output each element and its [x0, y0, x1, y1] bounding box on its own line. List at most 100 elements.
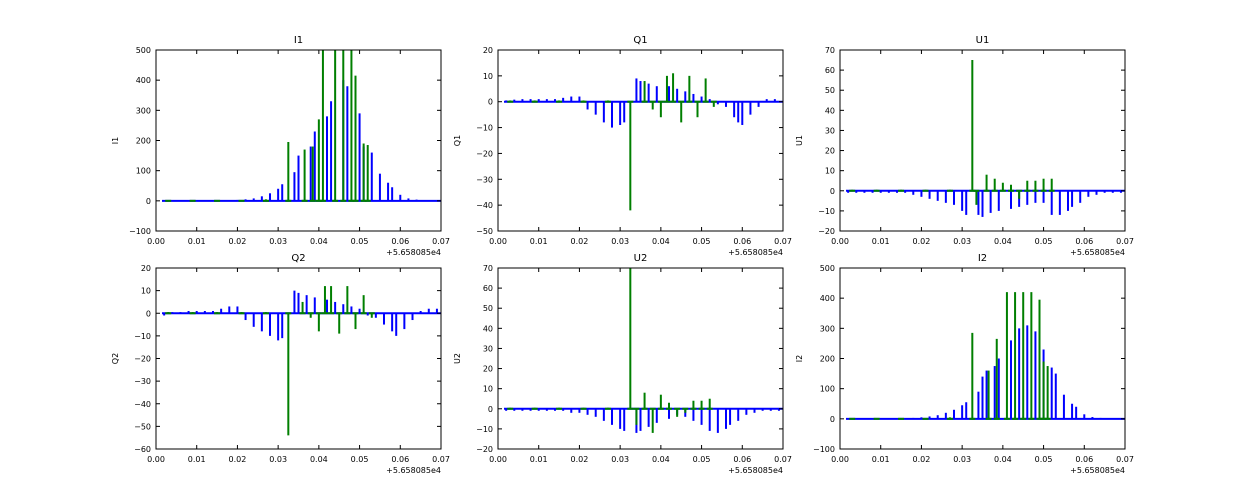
y-tick-label: −10 — [476, 124, 493, 133]
x-tick-label: 0.05 — [1035, 237, 1053, 246]
stem-group — [504, 73, 783, 211]
x-offset-label: +5.658085e4 — [1070, 248, 1125, 257]
subplot-i1: 0.00 0.01 0.02 0.03 0.04 0.05 0.06 0.07 −100 0 100… — [111, 35, 450, 257]
axes-frame — [497, 49, 784, 232]
subplot-title: Q1 — [633, 35, 647, 46]
x-tick-label: 0.00 — [831, 455, 849, 464]
y-tick-label: 100 — [136, 167, 151, 176]
y-axis-label: U1 — [795, 135, 804, 146]
y-tick-label: 50 — [483, 304, 493, 313]
y-tick-label: 60 — [825, 66, 835, 75]
x-tick-label: 0.04 — [310, 237, 328, 246]
x-tick-label: 0.02 — [571, 455, 589, 464]
x-tick-label: 0.02 — [913, 237, 931, 246]
y-tick-label: −60 — [134, 445, 151, 454]
x-tick-label: 0.00 — [147, 455, 165, 464]
y-tick-label: −40 — [134, 400, 151, 409]
y-tick-label: −30 — [476, 175, 493, 184]
x-tick-label: 0.00 — [147, 237, 165, 246]
x-tick-label: 0.07 — [774, 455, 792, 464]
y-tick-label: 20 — [483, 46, 493, 55]
x-tick-label: 0.01 — [188, 455, 206, 464]
y-tick-label: 10 — [483, 72, 493, 81]
x-tick-label: 0.06 — [1075, 237, 1093, 246]
y-tick-label: 10 — [825, 167, 835, 176]
y-tick-label: −100 — [129, 227, 151, 236]
x-tick-label: 0.01 — [188, 237, 206, 246]
y-tick-label: 0 — [830, 187, 835, 196]
y-tick-label: −10 — [476, 425, 493, 434]
y-tick-label: 20 — [141, 264, 151, 273]
x-offset-label: +5.658085e4 — [386, 248, 441, 257]
y-axis-label: I2 — [795, 355, 804, 362]
y-tick-label: −20 — [476, 445, 493, 454]
x-tick-label: 0.00 — [489, 455, 507, 464]
y-tick-label: 400 — [820, 294, 835, 303]
y-tick-label: 30 — [825, 126, 835, 135]
y-tick-label: 50 — [825, 86, 835, 95]
x-tick-label: 0.06 — [391, 455, 409, 464]
x-tick-label: 0.03 — [611, 455, 629, 464]
y-axis-label: Q1 — [453, 135, 462, 146]
y-tick-label: 200 — [136, 137, 151, 146]
x-tick-label: 0.05 — [1035, 455, 1053, 464]
x-tick-label: 0.06 — [733, 455, 751, 464]
stem-group — [162, 50, 441, 202]
y-tick-label: −50 — [476, 227, 493, 236]
x-tick-label: 0.01 — [530, 455, 548, 464]
y-tick-label: 500 — [820, 264, 835, 273]
x-tick-label: 0.02 — [229, 455, 247, 464]
x-tick-label: 0.05 — [693, 237, 711, 246]
x-tick-label: 0.02 — [229, 237, 247, 246]
y-tick-label: 300 — [136, 106, 151, 115]
y-tick-label: 40 — [483, 324, 493, 333]
stem-group — [846, 60, 1125, 217]
x-tick-label: 0.03 — [269, 237, 287, 246]
y-tick-label: 20 — [825, 147, 835, 156]
x-offset-label: +5.658085e4 — [728, 466, 783, 475]
x-tick-label: 0.03 — [611, 237, 629, 246]
axes-frame — [839, 49, 1126, 232]
subplot-title: Q2 — [291, 253, 305, 264]
y-tick-label: −100 — [813, 445, 835, 454]
stem-group — [162, 286, 441, 436]
y-tick-label: 40 — [825, 106, 835, 115]
x-tick-label: 0.06 — [391, 237, 409, 246]
y-tick-label: 0 — [146, 197, 151, 206]
x-tick-label: 0.04 — [994, 237, 1012, 246]
x-tick-label: 0.00 — [489, 237, 507, 246]
x-tick-label: 0.01 — [872, 237, 890, 246]
axes-frame — [497, 267, 784, 450]
y-tick-label: 0 — [146, 309, 151, 318]
subplot-i2: 0.00 0.01 0.02 0.03 0.04 0.05 0.06 0.07 −100 0 100… — [795, 253, 1134, 475]
subplot-q2: 0.00 0.01 0.02 0.03 0.04 0.05 0.06 0.07 −60 −50 −4… — [111, 253, 450, 475]
y-tick-label: −10 — [818, 207, 835, 216]
y-tick-label: 0 — [830, 415, 835, 424]
x-tick-label: 0.03 — [953, 237, 971, 246]
subplot-title: I1 — [294, 35, 303, 46]
y-tick-label: −50 — [134, 422, 151, 431]
x-tick-label: 0.05 — [351, 455, 369, 464]
stem-group — [504, 268, 783, 433]
y-tick-label: 60 — [483, 284, 493, 293]
x-tick-label: 0.07 — [432, 237, 450, 246]
y-tick-label: 400 — [136, 76, 151, 85]
y-tick-label: 70 — [483, 264, 493, 273]
x-tick-label: 0.05 — [693, 455, 711, 464]
x-tick-label: 0.04 — [652, 237, 670, 246]
y-tick-label: 10 — [483, 385, 493, 394]
y-tick-label: −20 — [818, 227, 835, 236]
y-tick-label: −30 — [134, 377, 151, 386]
x-tick-label: 0.07 — [774, 237, 792, 246]
y-axis-label: Q2 — [111, 353, 120, 364]
y-axis-label: U2 — [453, 353, 462, 364]
y-tick-label: 200 — [820, 355, 835, 364]
y-tick-label: −20 — [134, 355, 151, 364]
y-tick-label: 30 — [483, 344, 493, 353]
subplot-title: U2 — [634, 253, 648, 264]
y-tick-label: −10 — [134, 332, 151, 341]
y-tick-label: 0 — [488, 98, 493, 107]
y-tick-label: 70 — [825, 46, 835, 55]
y-tick-label: 0 — [488, 405, 493, 414]
